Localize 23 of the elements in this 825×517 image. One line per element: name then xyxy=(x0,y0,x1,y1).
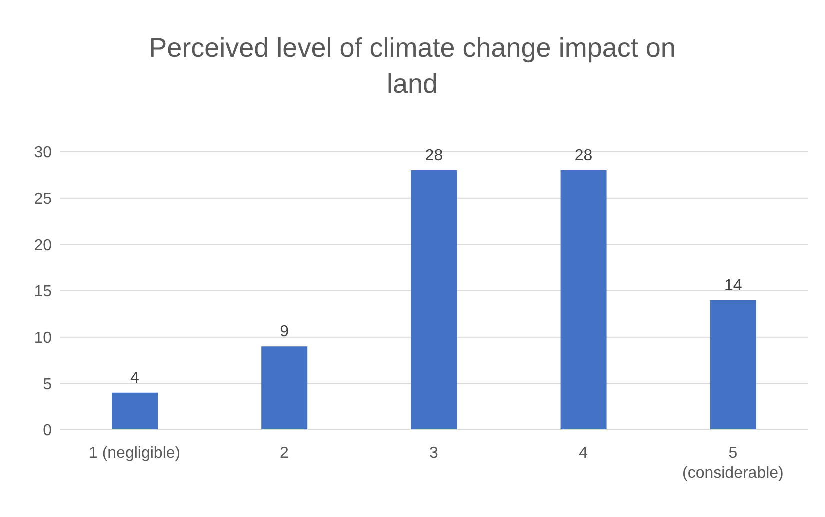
y-tick-label: 5 xyxy=(43,376,52,394)
data-label: 9 xyxy=(280,324,290,341)
y-tick-label: 15 xyxy=(34,284,52,301)
y-tick-label: 0 xyxy=(43,422,52,440)
x-tick-label: 2 xyxy=(280,445,289,462)
x-tick-label: 3 xyxy=(430,445,439,462)
y-tick-label: 25 xyxy=(34,191,52,208)
data-label: 14 xyxy=(724,277,742,294)
bar xyxy=(411,170,458,430)
data-label: 28 xyxy=(574,148,593,165)
x-tick-label: 5 (considerable) xyxy=(682,445,784,482)
y-tick-label: 20 xyxy=(34,237,52,254)
bar xyxy=(112,392,158,430)
y-tick-label: 10 xyxy=(34,330,52,348)
chart-title: Perceived level of climate change impact on land xyxy=(148,32,677,101)
bar xyxy=(262,346,308,430)
bar xyxy=(710,300,756,430)
data-label: 28 xyxy=(425,148,444,165)
x-tick-label: 4 xyxy=(579,445,588,462)
data-label: 4 xyxy=(130,370,140,387)
x-tick-label: 1 (negligible) xyxy=(88,445,181,462)
bar xyxy=(560,170,607,430)
y-tick-label: 30 xyxy=(34,144,52,162)
